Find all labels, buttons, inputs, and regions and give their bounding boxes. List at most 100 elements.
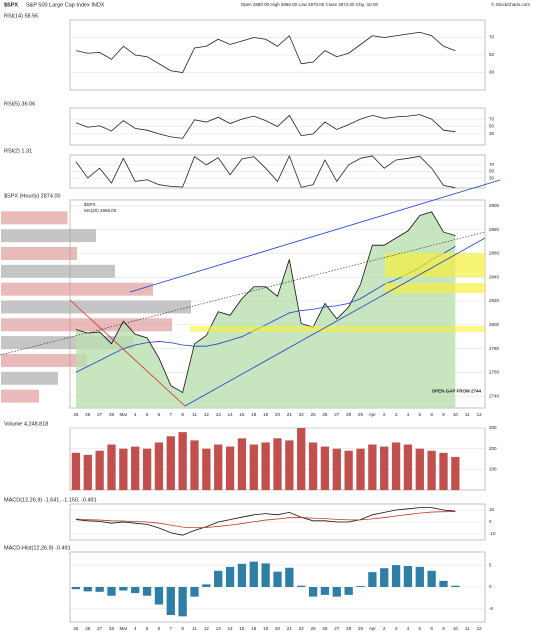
x-tick-label: 29 bbox=[358, 626, 364, 631]
bar bbox=[178, 432, 187, 490]
x-tick-label: Mar bbox=[119, 626, 127, 631]
bar bbox=[95, 587, 104, 592]
x-tick-label: 25 bbox=[73, 626, 79, 631]
bar bbox=[320, 446, 330, 490]
y-tick-label: 50 bbox=[489, 124, 495, 129]
x-tick-label: 11 bbox=[192, 626, 197, 631]
x-tick-label: 28 bbox=[346, 626, 352, 631]
x-tick-label: 12 bbox=[204, 626, 210, 631]
x-tick-label: 7 bbox=[170, 412, 173, 417]
bar bbox=[451, 456, 460, 490]
bar bbox=[131, 587, 140, 594]
bar bbox=[225, 446, 235, 490]
bar bbox=[225, 566, 235, 587]
x-tick-label: 12 bbox=[477, 626, 483, 631]
x-tick-label: 8 bbox=[181, 626, 184, 631]
panel-title: Volume 4,248,818 bbox=[4, 421, 48, 427]
series-line bbox=[75, 31, 456, 73]
x-tick-label: 20 bbox=[275, 626, 281, 631]
bar bbox=[356, 448, 365, 490]
bar bbox=[154, 587, 164, 605]
series-line bbox=[75, 211, 456, 394]
x-tick-label: 15 bbox=[239, 412, 245, 417]
bar bbox=[427, 570, 436, 587]
x-tick-label: 27 bbox=[334, 626, 340, 631]
x-tick-label: 20 bbox=[275, 412, 281, 417]
x-tick-label: 22 bbox=[299, 626, 305, 631]
symbol-name: S&P 500 Large Cap Index INDX bbox=[26, 2, 105, 8]
y-tick-label: 2740 bbox=[489, 393, 500, 398]
x-tick-label: 14 bbox=[228, 412, 234, 417]
bar bbox=[166, 587, 175, 615]
bar bbox=[190, 440, 199, 490]
y-tick-label: 2760 bbox=[489, 370, 500, 375]
bar bbox=[83, 587, 92, 592]
y-tick-label: 70 bbox=[489, 162, 495, 167]
bar bbox=[95, 450, 104, 490]
price-area bbox=[75, 211, 456, 408]
volume-by-price-bar bbox=[1, 300, 191, 314]
x-tick-label: 27 bbox=[97, 412, 103, 417]
x-tick-label: 4 bbox=[134, 412, 137, 417]
overlay bbox=[0, 179, 501, 407]
y-tick-label: 70 bbox=[489, 116, 495, 121]
volume-by-price-bar bbox=[1, 211, 68, 225]
trend-annotation bbox=[69, 299, 186, 407]
x-tick-label: 19 bbox=[263, 626, 269, 631]
x-tick-label: Apr bbox=[369, 626, 377, 631]
x-tick-label: 14 bbox=[228, 626, 234, 631]
x-tick-label: 11 bbox=[192, 412, 197, 417]
bar bbox=[261, 442, 270, 490]
y-tick-label: 100 bbox=[489, 467, 497, 472]
x-tick-label: 27 bbox=[334, 412, 340, 417]
y-tick-label: 30 bbox=[489, 175, 495, 180]
bar bbox=[427, 450, 436, 490]
annotation: OPEN GAP FROM 2744 bbox=[432, 389, 482, 394]
bar bbox=[368, 444, 377, 490]
y-tick-label: 2840 bbox=[489, 274, 500, 279]
symbol: $SPX bbox=[4, 2, 18, 8]
y-tick-label: 70 bbox=[489, 35, 495, 40]
x-tick-label: 18 bbox=[251, 412, 257, 417]
x-tick-label: 13 bbox=[216, 412, 222, 417]
x-tick-label: 15 bbox=[239, 626, 245, 631]
x-tick-label: 8 bbox=[430, 626, 433, 631]
bar bbox=[368, 572, 377, 587]
x-tick-label: 26 bbox=[85, 626, 91, 631]
volume-by-price-bar bbox=[1, 229, 96, 243]
bar bbox=[344, 450, 353, 490]
x-tick-label: 27 bbox=[97, 626, 103, 631]
volume-by-price-bar bbox=[1, 264, 115, 278]
series-line bbox=[75, 507, 456, 536]
bar bbox=[71, 452, 81, 490]
bar bbox=[344, 587, 353, 595]
bar bbox=[403, 444, 413, 490]
quote: Open 2880.00 High 2886.00 Low 2870.00 Cl… bbox=[241, 2, 379, 7]
bar bbox=[237, 563, 247, 587]
x-tick-label: Mar bbox=[119, 412, 127, 417]
y-tick-label: 200 bbox=[489, 446, 497, 451]
bar bbox=[107, 444, 116, 490]
x-tick-label: 21 bbox=[287, 626, 293, 631]
bar bbox=[83, 454, 92, 490]
x-tick-label: 9 bbox=[442, 626, 445, 631]
x-tick-label: 6 bbox=[158, 412, 161, 417]
source: © StockCharts.com bbox=[491, 1, 530, 7]
x-tick-label: 11 bbox=[465, 412, 470, 417]
volume-by-price-bar bbox=[1, 282, 153, 296]
bar bbox=[71, 587, 81, 590]
x-tick-label: 26 bbox=[85, 412, 91, 417]
bar bbox=[237, 438, 247, 490]
x-tick-label: 3 bbox=[395, 412, 398, 417]
bar bbox=[142, 448, 152, 490]
y-tick-label: 2800 bbox=[489, 322, 500, 327]
x-tick-label: 21 bbox=[287, 412, 293, 417]
bar bbox=[142, 587, 152, 596]
bar bbox=[214, 444, 223, 490]
y-tick-label: 50 bbox=[489, 169, 495, 174]
bar bbox=[285, 567, 294, 587]
bar bbox=[273, 438, 282, 490]
x-tick-label: 12 bbox=[477, 412, 483, 417]
bar bbox=[131, 446, 140, 490]
